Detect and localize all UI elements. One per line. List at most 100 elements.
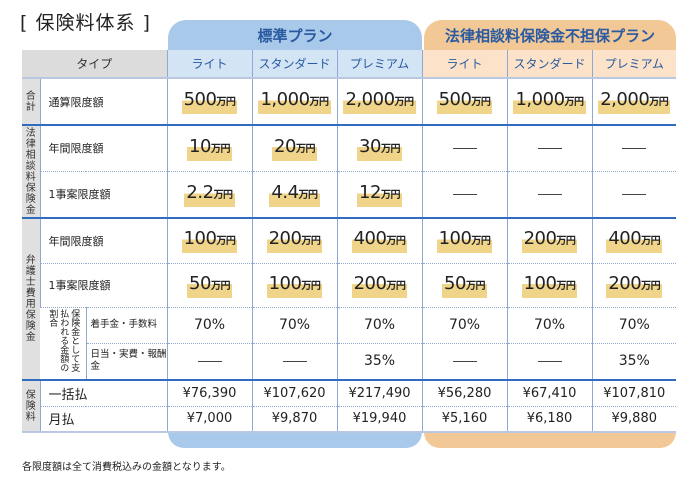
limit-amount: 100万円 bbox=[266, 272, 323, 298]
empty-cell bbox=[421, 171, 507, 219]
empty-cell bbox=[506, 125, 592, 172]
limit-cell: 100万円 bbox=[166, 218, 252, 264]
limit-cell: 500万円 bbox=[166, 78, 252, 126]
row-label: 一括払 bbox=[39, 380, 167, 407]
category-total: 合計 bbox=[22, 78, 40, 126]
dash bbox=[622, 194, 647, 196]
empty-cell bbox=[591, 171, 676, 219]
value-cell: 70% bbox=[421, 307, 507, 344]
empty-cell bbox=[421, 343, 507, 381]
category-legal: 法律相談料保険金 bbox=[22, 125, 40, 219]
limit-amount: 200万円 bbox=[266, 228, 323, 254]
limit-amount: 200万円 bbox=[521, 228, 578, 254]
row-label: 通算限度額 bbox=[39, 78, 167, 126]
limit-cell: 400万円 bbox=[591, 218, 676, 264]
limit-amount: 2,000万円 bbox=[598, 89, 671, 114]
empty-cell bbox=[506, 171, 592, 219]
limit-cell: 2.2万円 bbox=[166, 171, 252, 219]
limit-amount: 400万円 bbox=[351, 228, 408, 254]
limit-cell: 200万円 bbox=[591, 263, 676, 308]
page-title: [ 保険料体系 ] bbox=[20, 12, 151, 34]
ratio-label-cell: 保険金として支払われる金額の割合 bbox=[40, 307, 86, 381]
plan-header: プレミアム bbox=[591, 50, 676, 79]
group-standard-plan: 標準プラン bbox=[168, 20, 422, 52]
empty-cell bbox=[421, 125, 507, 172]
value-cell: ¥7,000 bbox=[166, 406, 252, 432]
limit-cell: 500万円 bbox=[421, 78, 507, 126]
row-label: 年間限度額 bbox=[39, 125, 167, 172]
value-cell: ¥107,620 bbox=[251, 380, 337, 407]
limit-cell: 1,000万円 bbox=[251, 78, 337, 126]
value-cell: 35% bbox=[336, 343, 422, 381]
limit-amount: 10万円 bbox=[187, 135, 232, 161]
row-label: 1事案限度額 bbox=[39, 263, 167, 308]
row-label: 年間限度額 bbox=[39, 218, 167, 264]
limit-amount: 500万円 bbox=[181, 89, 238, 114]
limit-cell: 100万円 bbox=[506, 263, 592, 308]
limit-cell: 400万円 bbox=[336, 218, 422, 264]
value-cell: ¥6,180 bbox=[506, 406, 592, 432]
limit-cell: 4.4万円 bbox=[251, 171, 337, 219]
value-cell: 35% bbox=[591, 343, 676, 381]
group-no-legal-plan: 法律相談料保険金不担保プラン bbox=[424, 20, 676, 52]
category-lawyer: 弁護士費用保険金 bbox=[22, 218, 40, 381]
limit-cell: 200万円 bbox=[336, 263, 422, 308]
row-label: 月払 bbox=[39, 406, 167, 432]
group-no-legal-footer bbox=[424, 432, 676, 448]
row-label: 日当・実費・報酬金 bbox=[85, 343, 167, 381]
value-cell: 70% bbox=[166, 307, 252, 344]
limit-cell: 200万円 bbox=[251, 218, 337, 264]
limit-amount: 1,000万円 bbox=[258, 89, 331, 114]
value-cell: ¥19,940 bbox=[336, 406, 422, 432]
limit-cell: 1,000万円 bbox=[506, 78, 592, 126]
dash bbox=[452, 194, 477, 196]
plan-header: ライト bbox=[166, 50, 252, 79]
value-cell: ¥56,280 bbox=[421, 380, 507, 407]
limit-cell: 50万円 bbox=[421, 263, 507, 308]
dash bbox=[537, 194, 562, 196]
premium-table: タイプ ライト スタンダード プレミアム ライト スタンダード プレミアム 合計 通算限度額 50… bbox=[22, 50, 676, 433]
value-cell: ¥9,870 bbox=[251, 406, 337, 432]
value-cell: ¥9,880 bbox=[591, 406, 676, 432]
plan-header: ライト bbox=[421, 50, 507, 79]
value-cell: 70% bbox=[251, 307, 337, 344]
limit-amount: 500万円 bbox=[436, 89, 493, 114]
plan-header: スタンダード bbox=[251, 50, 337, 79]
limit-cell: 12万円 bbox=[336, 171, 422, 219]
limit-amount: 100万円 bbox=[181, 228, 238, 254]
footnote: 各限度額は全て消費税込みの金額となります。 bbox=[22, 462, 231, 473]
limit-amount: 20万円 bbox=[272, 135, 317, 161]
category-premium: 保険料 bbox=[22, 380, 40, 433]
limit-cell: 100万円 bbox=[251, 263, 337, 308]
empty-cell bbox=[166, 343, 252, 381]
limit-amount: 1,000万円 bbox=[513, 89, 586, 114]
value-cell: ¥107,810 bbox=[591, 380, 676, 407]
limit-cell: 20万円 bbox=[251, 125, 337, 172]
limit-cell: 100万円 bbox=[421, 218, 507, 264]
dash bbox=[537, 361, 562, 363]
limit-amount: 100万円 bbox=[436, 228, 493, 254]
limit-amount: 50万円 bbox=[187, 272, 232, 298]
plan-header: スタンダード bbox=[506, 50, 592, 79]
row-label: 着手金・手数料 bbox=[85, 307, 167, 344]
limit-cell: 10万円 bbox=[166, 125, 252, 172]
limit-amount: 4.4万円 bbox=[269, 181, 320, 207]
value-cell: 70% bbox=[591, 307, 676, 344]
dash bbox=[537, 148, 562, 150]
value-cell: ¥67,410 bbox=[506, 380, 592, 407]
limit-cell: 200万円 bbox=[506, 218, 592, 264]
dash bbox=[622, 148, 647, 150]
dash bbox=[197, 361, 222, 363]
limit-amount: 2.2万円 bbox=[184, 181, 235, 207]
dash bbox=[282, 361, 307, 363]
empty-cell bbox=[591, 125, 676, 172]
limit-cell: 2,000万円 bbox=[336, 78, 422, 126]
limit-amount: 12万円 bbox=[357, 181, 402, 207]
empty-cell bbox=[506, 343, 592, 381]
limit-cell: 2,000万円 bbox=[591, 78, 676, 126]
value-cell: 70% bbox=[506, 307, 592, 344]
empty-cell bbox=[251, 343, 337, 381]
limit-amount: 200万円 bbox=[351, 272, 408, 298]
limit-amount: 2,000万円 bbox=[343, 89, 416, 114]
limit-amount: 30万円 bbox=[357, 135, 402, 161]
